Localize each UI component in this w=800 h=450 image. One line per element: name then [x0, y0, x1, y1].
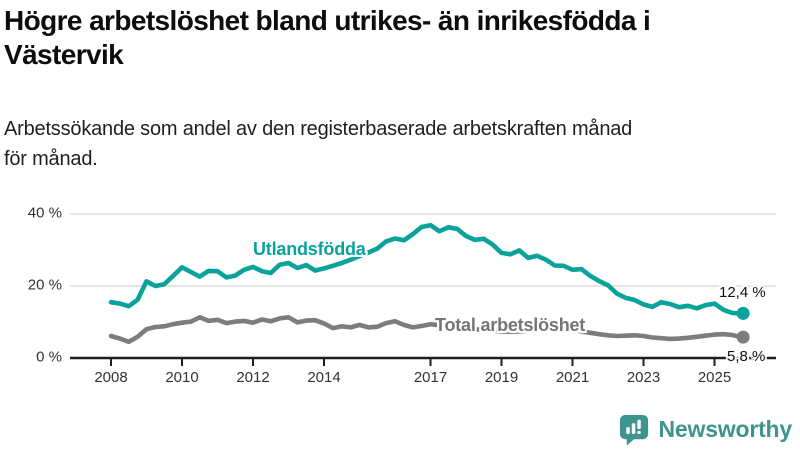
- headline-line-1: Högre arbetslöshet bland utrikes- än inr…: [4, 5, 651, 36]
- series-label-utlandsfodda: Utlandsfödda: [253, 239, 366, 259]
- x-axis-label-2025: 2025: [697, 369, 732, 386]
- y-axis-label-40: 40 %: [27, 204, 62, 222]
- x-axis-label-2014: 2014: [307, 369, 341, 386]
- x-axis-label-2021: 2021: [555, 369, 590, 386]
- x-axis-label-2012: 2012: [236, 369, 270, 386]
- subtitle-line-2: för månad.: [4, 148, 98, 170]
- end-value-label-utlandsfodda: 12,4 %: [719, 284, 766, 301]
- headline: Högre arbetslöshet bland utrikes- än inr…: [4, 4, 796, 72]
- newsworthy-logo: Newsworthy: [618, 413, 792, 446]
- y-axis-label-0: 0 %: [36, 348, 62, 366]
- newsworthy-speech-bubble-bar-chart-icon: [619, 414, 648, 446]
- series-label-total-arbetsloshet: Total arbetslöshet: [435, 315, 586, 335]
- x-axis-label-2023: 2023: [626, 369, 661, 386]
- subtitle-line-1: Arbetssökande som andel av den registerb…: [4, 118, 633, 140]
- end-value-label-total: 5,8 %: [727, 348, 766, 365]
- x-axis-label-2008: 2008: [94, 369, 128, 386]
- y-axis-label-20: 20 %: [27, 276, 62, 294]
- series-line-utlandsfodda: [108, 222, 744, 316]
- end-dot-utlandsfodda: [736, 306, 750, 320]
- x-axis-label-2017: 2017: [413, 369, 448, 386]
- headline-line-2: Västervik: [4, 39, 124, 70]
- series-line-total-arbetsloshet: [108, 314, 744, 345]
- end-dot-total-arbetsloshet: [736, 330, 750, 344]
- x-axis-label-2019: 2019: [484, 369, 519, 386]
- chart-canvas: [70, 213, 776, 366]
- x-axis-label-2010: 2010: [165, 369, 199, 386]
- line-chart: 0 % 20 % 40 % 2008 2010 2012 2014 2017 2019 2021 2…: [0, 190, 800, 400]
- subtitle: Arbetssökande som andel av den registerb…: [4, 114, 796, 174]
- newsworthy-wordmark: Newsworthy: [658, 416, 793, 442]
